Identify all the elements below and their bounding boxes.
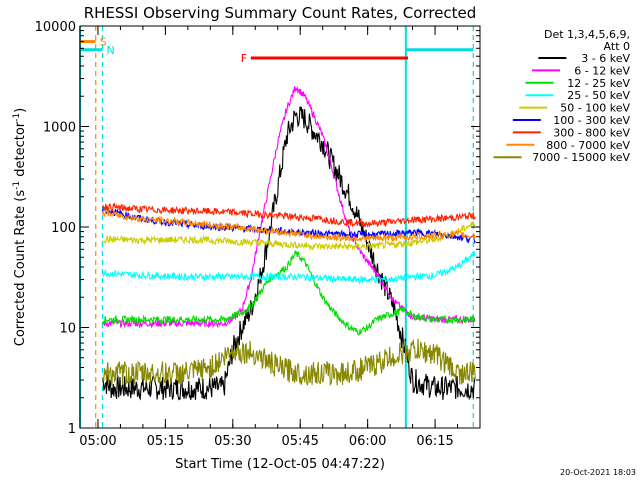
x-axis-label: Start Time (12-Oct-05 04:47:22) — [175, 457, 385, 472]
ylabel-exp-1: -1 — [12, 181, 22, 190]
legend-label: 50 - 100 keV — [560, 102, 630, 115]
series-line-7 — [101, 209, 476, 243]
legend-label: 12 - 25 keV — [567, 77, 630, 90]
plot-area: SN F 1 10 100 1000 10000 05:00 05:15 05:30 05:45 06… — [35, 20, 481, 449]
legend-label: 800 - 7000 keV — [546, 139, 630, 152]
ylabel-part-main: Corrected Count Rate (s — [13, 190, 28, 347]
x-tick-label: 06:00 — [349, 434, 386, 449]
series-line-6 — [101, 201, 476, 228]
annotation-label-N: N — [106, 44, 114, 57]
x-tick-label: 05:15 — [147, 434, 184, 449]
annotation-label-S: S — [100, 36, 107, 49]
legend-label: 100 - 300 keV — [553, 114, 630, 127]
annotation-label-F: F — [241, 52, 247, 65]
y-tick-label: 10000 — [35, 20, 76, 35]
x-tick-label: 06:15 — [416, 434, 453, 449]
series-line-0 — [102, 106, 476, 401]
series-line-2 — [102, 250, 476, 336]
ylabel-exp-2: -1 — [12, 113, 22, 122]
legend-label: 3 - 6 keV — [581, 52, 630, 65]
series-line-1 — [102, 86, 476, 329]
legend-label: 6 - 12 keV — [574, 64, 630, 77]
legend-header-attenuator: Att 0 — [604, 40, 630, 53]
y-tick-label: 100 — [51, 221, 76, 236]
chart-title: RHESSI Observing Summary Count Rates, Co… — [84, 4, 477, 22]
series-line-3 — [102, 251, 476, 285]
legend-label: 300 - 800 keV — [553, 126, 630, 139]
series-line-4 — [101, 221, 476, 251]
legend-label: 25 - 50 keV — [567, 89, 630, 102]
series-line-8 — [101, 338, 476, 387]
ylabel-part-mid: detector — [13, 121, 28, 181]
x-tick-label: 05:45 — [281, 434, 318, 449]
x-tick-label: 05:00 — [79, 434, 116, 449]
legend-label: 7000 - 15000 keV — [532, 151, 630, 164]
y-axis-label: Corrected Count Rate (s-1 detector-1) — [12, 108, 28, 346]
y-tick-label: 1000 — [43, 121, 76, 136]
y-tick-label: 10 — [59, 322, 76, 337]
y-tick-label: 1 — [68, 422, 76, 437]
legend-header-detectors: Det 1,3,4,5,6,9, — [544, 28, 630, 41]
footer-timestamp: 20-Oct-2021 18:03 — [560, 468, 636, 477]
x-tick-label: 05:30 — [214, 434, 251, 449]
ylabel-part-end: ) — [13, 108, 28, 113]
